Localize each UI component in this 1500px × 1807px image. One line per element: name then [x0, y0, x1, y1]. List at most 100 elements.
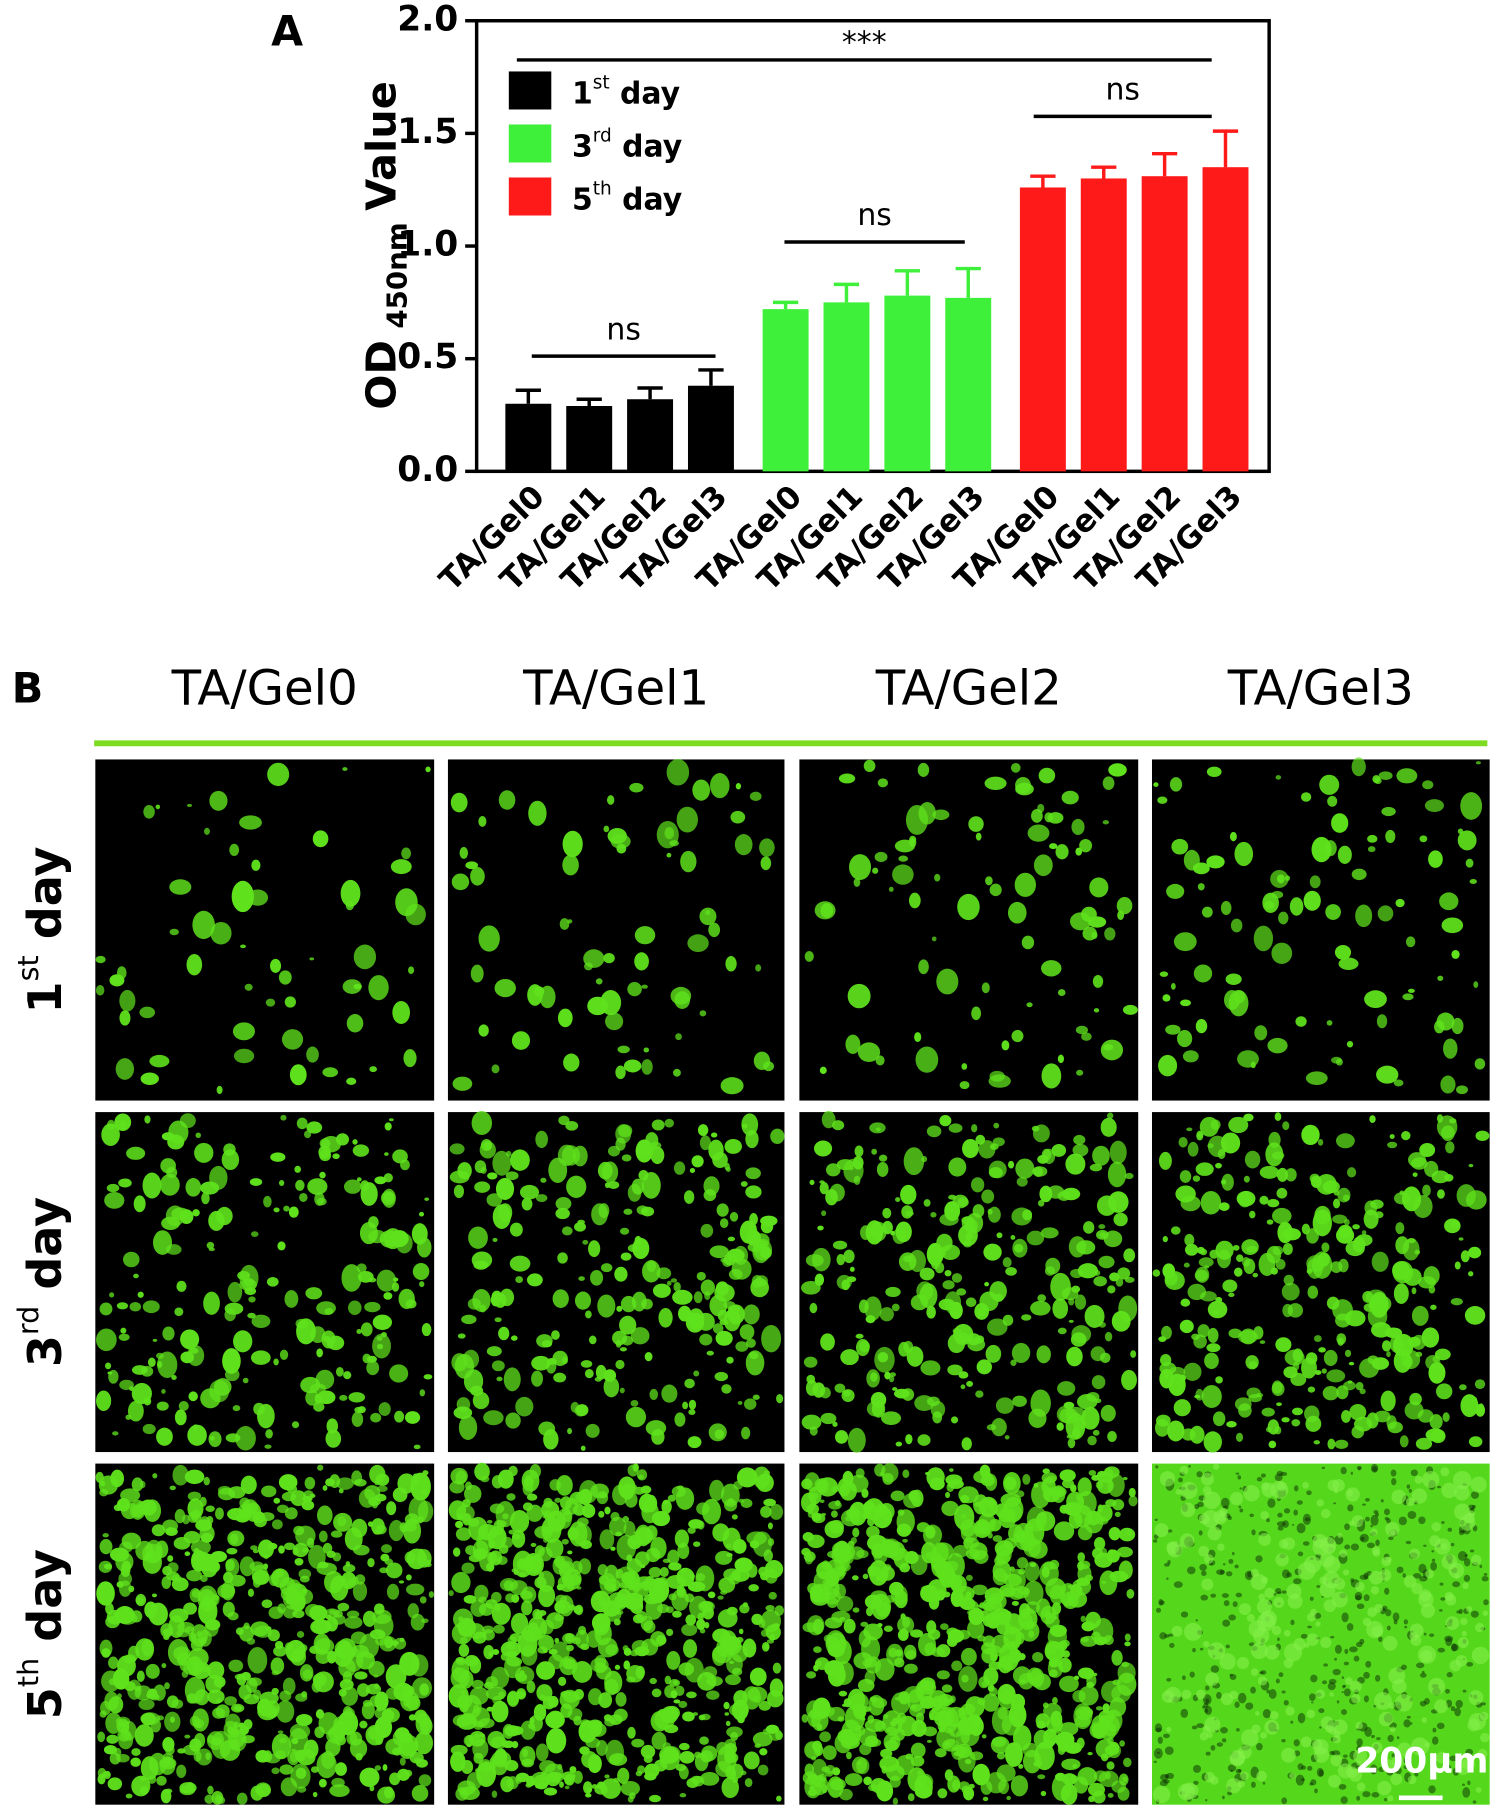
bar	[627, 399, 674, 472]
cell	[250, 1350, 271, 1365]
cell	[1291, 1419, 1301, 1427]
cell	[1326, 1369, 1346, 1383]
cell	[804, 950, 814, 962]
cell	[141, 1365, 154, 1377]
cell	[110, 1469, 125, 1488]
cell	[768, 1591, 777, 1600]
cell	[1454, 1707, 1461, 1717]
cell	[1351, 1515, 1364, 1528]
cell	[528, 800, 547, 826]
cell	[1364, 990, 1387, 1009]
cell	[483, 1644, 494, 1660]
cell	[1290, 1720, 1294, 1724]
cell	[273, 1358, 279, 1366]
cell	[455, 1656, 465, 1664]
cell	[1184, 1622, 1202, 1641]
cell	[541, 1340, 553, 1348]
cell	[1196, 1132, 1204, 1138]
cell	[296, 1318, 316, 1345]
cell	[1210, 1119, 1221, 1130]
cell	[644, 1352, 653, 1362]
cell	[1158, 1054, 1178, 1077]
cell	[1271, 1625, 1282, 1636]
cell	[552, 1289, 569, 1309]
cell	[1359, 1574, 1369, 1580]
cell	[965, 1574, 973, 1582]
cell	[914, 1032, 922, 1043]
cell	[1306, 1633, 1319, 1646]
cell	[404, 1513, 420, 1526]
cell	[1375, 1539, 1380, 1546]
cell	[697, 1520, 705, 1530]
cell	[468, 1226, 488, 1249]
cell	[389, 1772, 401, 1786]
cell	[1295, 1016, 1307, 1027]
cell	[376, 1269, 397, 1292]
cell	[1457, 1637, 1469, 1649]
cell	[1106, 1112, 1114, 1120]
cell	[425, 766, 431, 773]
cell	[1275, 1678, 1280, 1684]
cell	[1267, 1498, 1276, 1508]
cell	[1082, 926, 1097, 941]
cell	[708, 922, 721, 938]
cell	[1302, 1541, 1310, 1546]
y-axis-label-part: 450nm	[381, 222, 414, 328]
cell	[194, 1142, 214, 1163]
cell	[1173, 932, 1197, 952]
cell	[812, 1758, 827, 1777]
cell	[1337, 845, 1352, 864]
cell	[1179, 1465, 1189, 1475]
cell	[1385, 1522, 1400, 1537]
cell	[1361, 1230, 1367, 1235]
cell	[1307, 1386, 1316, 1393]
cell	[536, 1684, 553, 1702]
cell	[1199, 1731, 1209, 1741]
cell	[1014, 1490, 1025, 1498]
cell	[329, 1474, 341, 1489]
cell	[252, 1549, 259, 1554]
cell	[843, 1618, 856, 1634]
cell	[934, 1262, 945, 1274]
cell	[1100, 1039, 1124, 1061]
cell	[193, 1718, 205, 1729]
cell	[268, 1573, 279, 1587]
cell	[688, 1399, 697, 1410]
cell	[1026, 1002, 1033, 1008]
cell	[1408, 1336, 1421, 1347]
cell	[1343, 1380, 1356, 1391]
cell	[1449, 1118, 1457, 1124]
cell	[853, 878, 861, 887]
cell	[1328, 1678, 1337, 1685]
cell	[1282, 1569, 1290, 1579]
cell	[1455, 1699, 1463, 1709]
cell	[560, 1496, 572, 1510]
cell	[1199, 1647, 1204, 1651]
cell	[1384, 1587, 1390, 1595]
cell	[273, 1497, 281, 1504]
cell	[419, 1596, 427, 1604]
cell	[640, 1638, 659, 1656]
cell	[235, 1426, 256, 1451]
cell	[1232, 1244, 1240, 1251]
micrograph	[447, 1462, 785, 1805]
cell	[271, 1767, 280, 1775]
cell	[1236, 1727, 1240, 1732]
cell	[231, 880, 254, 913]
cell	[1271, 942, 1293, 965]
cell	[806, 1503, 820, 1515]
cell	[569, 1766, 577, 1774]
cell	[193, 1750, 202, 1762]
cell	[1093, 1276, 1107, 1287]
cell	[1095, 1706, 1103, 1711]
cell	[1024, 1561, 1040, 1582]
cell	[755, 964, 762, 972]
cell	[1319, 1552, 1335, 1568]
cell	[1355, 1581, 1365, 1592]
cell	[1371, 1741, 1383, 1754]
cell	[1164, 1271, 1178, 1286]
cell	[1167, 1541, 1183, 1558]
cell	[600, 1263, 613, 1273]
cell	[1446, 1672, 1453, 1678]
cell	[1442, 1412, 1450, 1422]
